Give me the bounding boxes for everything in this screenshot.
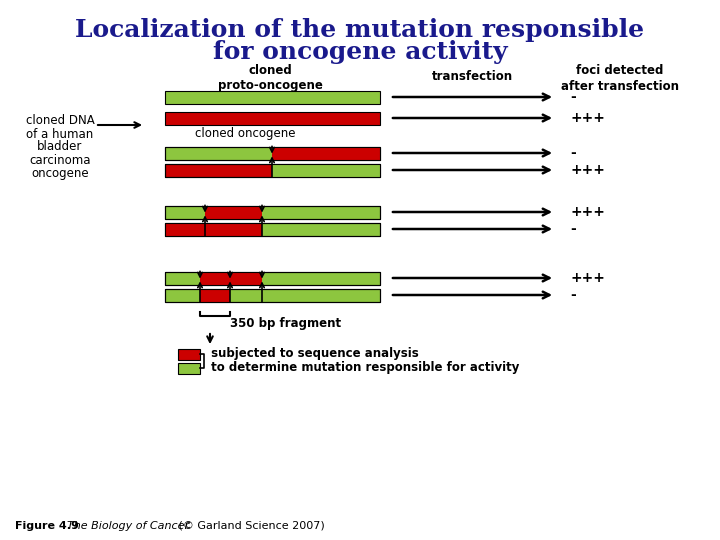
- Bar: [165, 288, 380, 301]
- Bar: [165, 146, 380, 159]
- Bar: [165, 222, 380, 235]
- Bar: [165, 146, 380, 159]
- Bar: [165, 288, 380, 301]
- Bar: [165, 222, 380, 235]
- Text: 350 bp fragment: 350 bp fragment: [230, 317, 341, 330]
- Text: to determine mutation responsible for activity: to determine mutation responsible for ac…: [207, 361, 519, 375]
- Text: cloned
proto-oncogene: cloned proto-oncogene: [217, 64, 323, 92]
- Text: foci detected
after transfection: foci detected after transfection: [561, 64, 679, 92]
- Bar: [165, 222, 262, 235]
- Bar: [165, 206, 380, 219]
- Text: +++: +++: [570, 163, 605, 177]
- Bar: [200, 272, 262, 285]
- Text: cloned DNA: cloned DNA: [26, 113, 94, 126]
- Bar: [165, 206, 380, 219]
- Bar: [272, 164, 380, 177]
- Text: transfection: transfection: [431, 70, 513, 83]
- Bar: [165, 272, 380, 285]
- Bar: [165, 111, 380, 125]
- Text: +++: +++: [570, 205, 605, 219]
- Text: subjected to sequence analysis: subjected to sequence analysis: [207, 348, 419, 361]
- Bar: [178, 362, 200, 374]
- Text: for oncogene activity: for oncogene activity: [212, 40, 508, 64]
- Text: oncogene: oncogene: [31, 166, 89, 179]
- Bar: [165, 91, 380, 104]
- Text: cloned oncogene: cloned oncogene: [195, 127, 295, 140]
- Bar: [165, 272, 380, 285]
- Bar: [178, 348, 200, 360]
- Text: +++: +++: [570, 111, 605, 125]
- Bar: [165, 164, 380, 177]
- Text: -: -: [570, 288, 576, 302]
- Text: (© Garland Science 2007): (© Garland Science 2007): [175, 521, 325, 531]
- Bar: [205, 206, 262, 219]
- Text: of a human: of a human: [27, 127, 94, 140]
- Text: Localization of the mutation responsible: Localization of the mutation responsible: [76, 18, 644, 42]
- Text: Figure 4.9: Figure 4.9: [15, 521, 86, 531]
- Text: -: -: [570, 146, 576, 160]
- Text: +++: +++: [570, 271, 605, 285]
- Text: The Biology of Cancer: The Biology of Cancer: [67, 521, 189, 531]
- Bar: [272, 146, 380, 159]
- Text: bladder: bladder: [37, 140, 83, 153]
- Bar: [165, 164, 380, 177]
- Bar: [200, 288, 230, 301]
- Text: -: -: [570, 90, 576, 104]
- Text: -: -: [570, 222, 576, 236]
- Text: carcinoma: carcinoma: [30, 153, 91, 166]
